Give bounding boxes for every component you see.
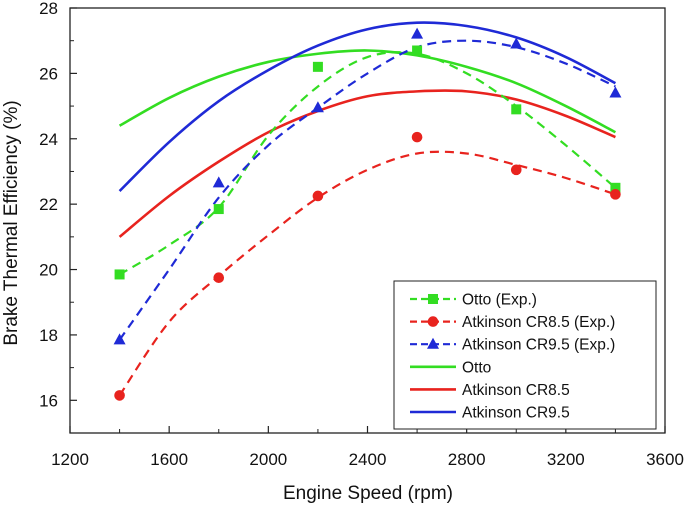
point-otto-exp bbox=[213, 204, 224, 215]
point-atkinson-cr8-5-exp bbox=[610, 189, 621, 200]
legend-label-atkinson-cr8-5-exp: Atkinson CR8.5 (Exp.) bbox=[462, 314, 615, 331]
y-tick-label: 16 bbox=[39, 391, 58, 410]
axis-ticks bbox=[69, 7, 666, 434]
point-atkinson-cr8-5-exp bbox=[411, 131, 423, 143]
legend-marker-atkinson-cr9-5-exp bbox=[427, 337, 439, 349]
x-tick-label: 1600 bbox=[150, 450, 188, 469]
x-tick-label: 3200 bbox=[547, 450, 585, 469]
legend-label-atkinson-cr9-5-exp: Atkinson CR9.5 (Exp.) bbox=[462, 337, 615, 354]
point-atkinson-cr8-5-exp bbox=[312, 190, 324, 202]
y-tick-label: 20 bbox=[39, 261, 58, 280]
point-atkinson-cr9-5-exp bbox=[212, 176, 225, 188]
point-atkinson-cr9-5-exp bbox=[113, 333, 126, 345]
line-atkinson-cr8-5 bbox=[118, 89, 616, 238]
point-otto-exp bbox=[511, 104, 522, 115]
x-tick-label: 2000 bbox=[249, 450, 287, 469]
point-atkinson-cr9-5-exp bbox=[411, 27, 424, 39]
legend-label-atkinson-cr9-5: Atkinson CR9.5 bbox=[462, 405, 570, 422]
x-tick-label: 2800 bbox=[448, 450, 486, 469]
x-tick-label: 1200 bbox=[51, 450, 89, 469]
series-markers bbox=[113, 27, 622, 401]
legend-label-atkinson-cr8-5: Atkinson CR8.5 bbox=[462, 382, 570, 399]
legend: Otto (Exp.) Atkinson CR8.5 (Exp.) Atkinson… bbox=[393, 280, 657, 430]
x-axis-title: Engine Speed (rpm) bbox=[283, 483, 453, 504]
y-tick-label: 26 bbox=[39, 64, 58, 83]
point-atkinson-cr8-5-exp bbox=[510, 164, 522, 176]
fit-line-otto-exp bbox=[119, 51, 617, 276]
legend-label-otto-exp: Otto (Exp.) bbox=[462, 292, 537, 309]
fit-line-atkinson-cr8-5-exp bbox=[118, 150, 616, 397]
point-atkinson-cr9-5-exp bbox=[311, 101, 324, 113]
point-otto-exp bbox=[412, 45, 423, 56]
x-tick-label: 2400 bbox=[349, 450, 387, 469]
legend-box bbox=[393, 280, 657, 430]
line-otto bbox=[118, 49, 617, 134]
point-otto-exp bbox=[312, 61, 323, 72]
point-atkinson-cr8-5-exp bbox=[213, 272, 225, 284]
legend-marker-otto-exp bbox=[428, 294, 438, 304]
x-tick-label: 3600 bbox=[646, 450, 684, 469]
fit-line-atkinson-cr9-5-exp bbox=[118, 39, 616, 341]
y-tick-label: 18 bbox=[39, 326, 58, 345]
point-atkinson-cr9-5-exp bbox=[510, 37, 523, 49]
y-tick-label: 24 bbox=[39, 130, 58, 149]
point-atkinson-cr9-5-exp bbox=[609, 86, 622, 98]
y-tick-label: 28 bbox=[39, 0, 58, 18]
legend-marker-atkinson-cr8-5-exp bbox=[427, 316, 439, 327]
series-lines bbox=[118, 21, 617, 397]
point-otto-exp bbox=[610, 182, 621, 193]
legend-label-otto: Otto bbox=[462, 359, 491, 376]
point-atkinson-cr8-5-exp bbox=[114, 390, 125, 401]
y-tick-label: 22 bbox=[39, 195, 58, 214]
point-otto-exp bbox=[114, 269, 125, 280]
tick-labels: 1200 1600 2000 2400 2800 3200 3600 16 18 20 22 24 26… bbox=[39, 0, 684, 469]
y-axis-title: Brake Thermal Efficiency (%) bbox=[1, 100, 22, 345]
line-atkinson-cr9-5 bbox=[118, 21, 617, 193]
